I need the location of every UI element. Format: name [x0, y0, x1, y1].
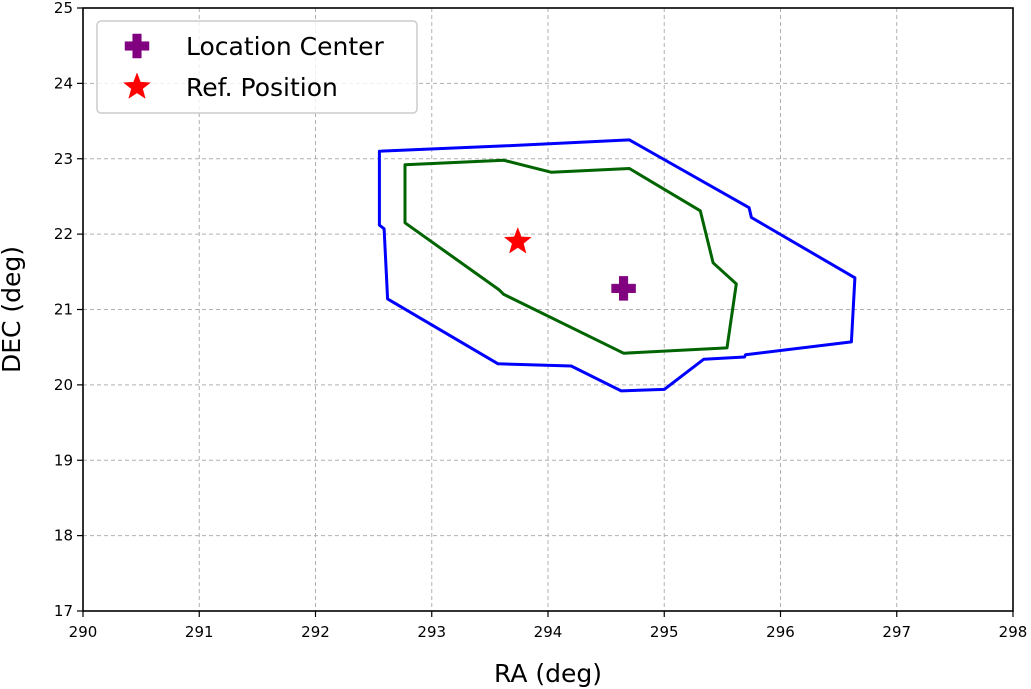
legend-label: Location Center: [186, 32, 385, 61]
x-tick-label: 291: [185, 623, 214, 641]
legend-plus-icon: [124, 33, 150, 59]
x-tick-label: 293: [417, 623, 446, 641]
y-tick-label: 18: [54, 527, 73, 545]
x-tick-label: 295: [650, 623, 679, 641]
legend-star-icon: [123, 72, 151, 99]
y-tick-label: 17: [54, 602, 73, 620]
axis-ticks: 290 291 292 293 294 295 296 297 298 17 18 19 20 21 22 2…: [54, 0, 1027, 641]
marker-layer: [503, 226, 636, 301]
y-tick-label: 25: [54, 0, 73, 17]
x-tick-label: 298: [999, 623, 1028, 641]
x-axis-title: RA (deg): [494, 659, 602, 688]
y-tick-label: 19: [54, 451, 73, 469]
legend-entries: Location Center Ref. Position: [123, 32, 385, 102]
series-layer: [377, 138, 857, 393]
location-center-marker: [611, 276, 636, 301]
contour-line-2: [403, 158, 738, 355]
x-tick-label: 290: [69, 623, 98, 641]
y-tick-label: 21: [54, 301, 73, 319]
x-tick-label: 294: [534, 623, 563, 641]
y-tick-label: 20: [54, 376, 73, 394]
y-tick-label: 23: [54, 150, 73, 168]
y-axis-title: DEC (deg): [0, 246, 26, 373]
y-tick-label: 24: [54, 74, 73, 92]
legend-label: Ref. Position: [186, 73, 338, 102]
contour-line-1: [377, 138, 857, 393]
legend-box: [96, 20, 418, 114]
x-tick-label: 297: [882, 623, 911, 641]
x-tick-label: 292: [301, 623, 330, 641]
legend: Location Center Ref. Position: [96, 20, 418, 114]
y-tick-label: 22: [54, 225, 73, 243]
x-tick-label: 296: [766, 623, 795, 641]
ref-position-marker: [503, 226, 532, 254]
